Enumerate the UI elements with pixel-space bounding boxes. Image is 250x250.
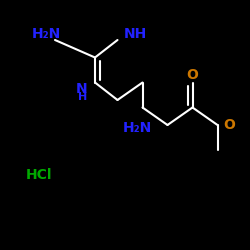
Text: H₂N: H₂N — [32, 27, 61, 41]
Text: NH: NH — [124, 27, 147, 41]
Text: N: N — [76, 82, 88, 96]
Text: O: O — [186, 68, 198, 82]
Text: H₂N: H₂N — [123, 120, 152, 134]
Text: H: H — [78, 92, 88, 102]
Text: HCl: HCl — [26, 168, 52, 182]
Text: O: O — [224, 118, 235, 132]
